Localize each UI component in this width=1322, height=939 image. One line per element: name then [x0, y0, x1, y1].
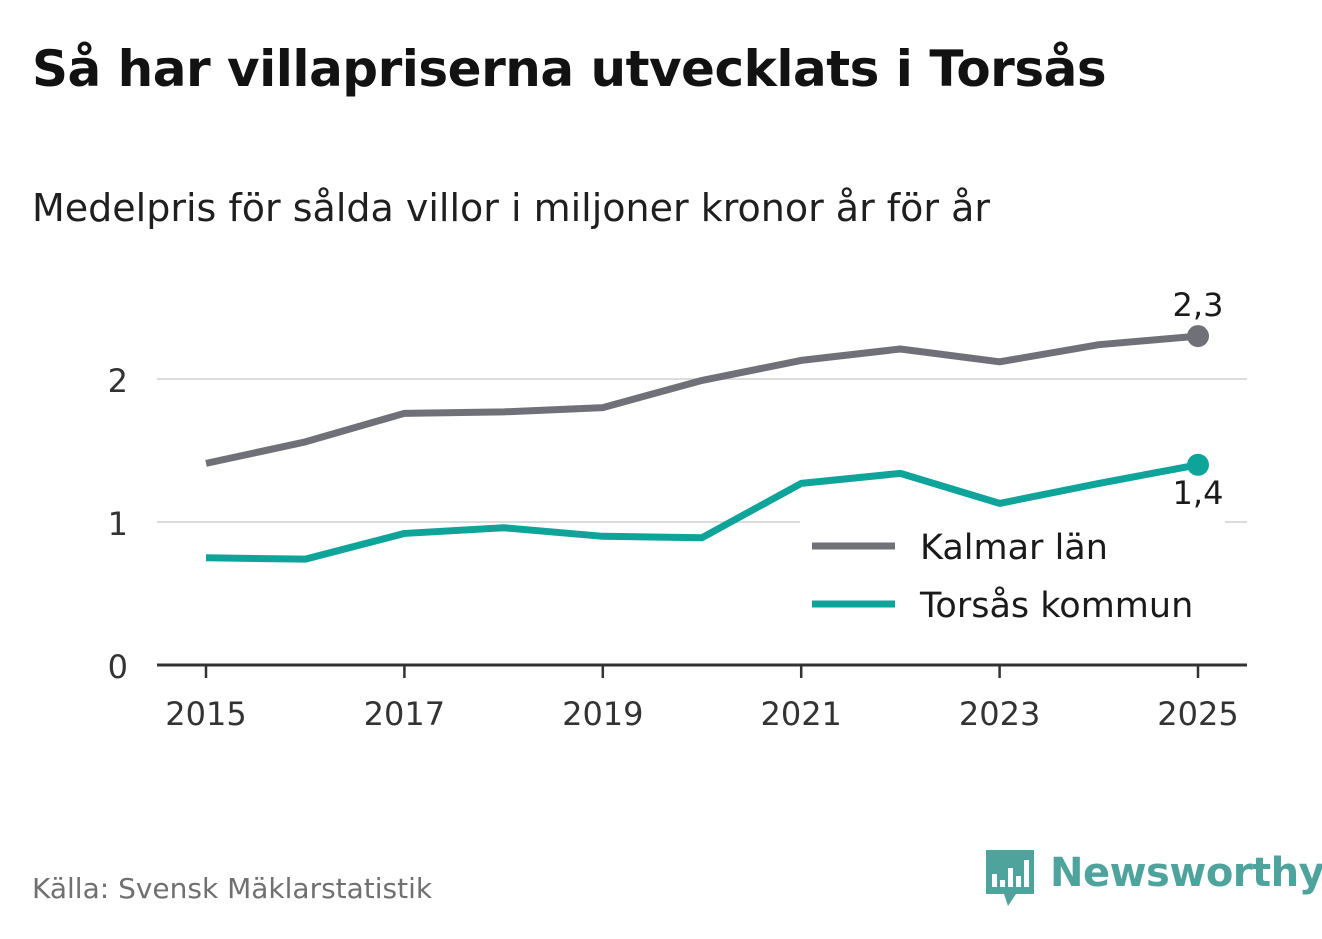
series-line-kalmar-lan — [205, 332, 1199, 467]
x-tick-label: 2021 — [760, 695, 841, 733]
legend-label: Kalmar län — [920, 528, 1108, 568]
legend-label: Torsås kommun — [919, 585, 1193, 626]
legend-background — [800, 516, 1225, 634]
x-tick-label: 2019 — [562, 695, 643, 733]
end-value-label: 2,3 — [1173, 286, 1224, 324]
newsworthy-logo-icon — [986, 850, 1034, 906]
x-tick-label: 2025 — [1157, 695, 1238, 733]
x-tick-label: 2017 — [364, 695, 445, 733]
end-point-marker — [1187, 325, 1209, 348]
y-tick-label: 2 — [108, 362, 128, 400]
x-tick-label: 2023 — [959, 695, 1040, 733]
y-tick-label: 0 — [108, 648, 128, 686]
end-point-marker — [1187, 453, 1209, 476]
chart-subtitle: Medelpris för sålda villor i miljoner kr… — [32, 186, 991, 230]
x-tick-label: 2015 — [165, 695, 246, 733]
brand-logo: Newsworthy — [982, 848, 1322, 910]
y-tick-label: 1 — [108, 505, 128, 543]
end-value-label: 1,4 — [1173, 474, 1224, 512]
source-note: Källa: Svensk Mäklarstatistik — [32, 872, 433, 905]
chart-title: Så har villapriserna utvecklats i Torsås — [32, 40, 1107, 98]
brand-name: Newsworthy — [1050, 850, 1322, 896]
series-line-torsas-kommun — [205, 461, 1199, 563]
